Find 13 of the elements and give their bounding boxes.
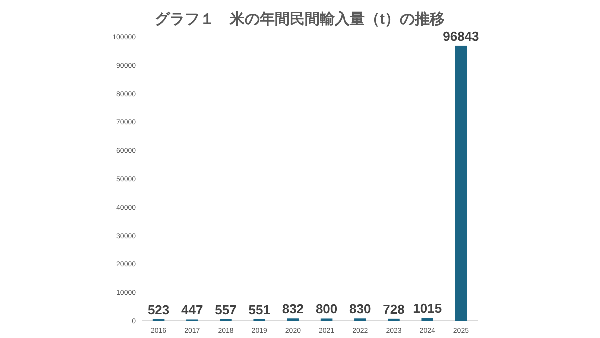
- data-label: 551: [248, 302, 270, 318]
- bar: [455, 46, 468, 321]
- title: グラフ１ 米の年間民間輸入量（t）の推移: [155, 11, 445, 28]
- data-label: 728: [383, 302, 405, 317]
- data-label: 800: [316, 302, 338, 317]
- data-label: 523: [148, 302, 170, 318]
- data-label: 96843: [443, 28, 480, 44]
- data-label: 832: [282, 302, 304, 317]
- bar: [422, 318, 434, 321]
- data-label: 557: [215, 302, 237, 318]
- data-label: 447: [182, 302, 204, 318]
- data-label: 830: [350, 302, 372, 317]
- data-label: 1015: [413, 301, 442, 316]
